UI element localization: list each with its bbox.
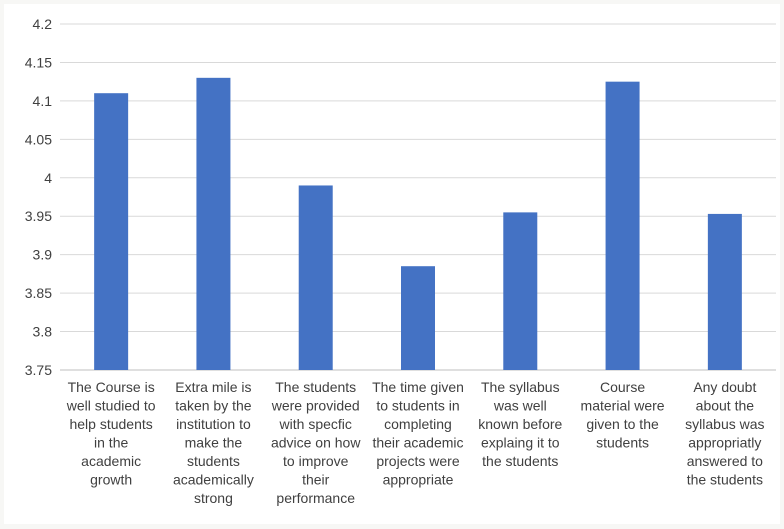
y-tick-label: 3.75 — [25, 362, 52, 378]
x-category-label-line: Course — [600, 379, 645, 395]
y-tick-label: 3.95 — [25, 208, 52, 224]
y-tick-label: 4.2 — [33, 16, 53, 32]
x-category-label-line: were provided — [271, 398, 360, 414]
x-category-label-line: Any doubt — [693, 379, 756, 395]
bar-chart: 3.75 3.8 3.85 3.9 3.95 4 4.05 4.1 4.15 4.2 The Co… — [4, 4, 780, 524]
x-category-label-line: The syllabus — [481, 379, 560, 395]
x-category-label-line: The Course is — [68, 379, 155, 395]
x-category-label-line: known before — [478, 416, 562, 432]
y-tick-label: 4.15 — [25, 54, 52, 70]
x-category-label-line: about the — [696, 398, 755, 414]
bar — [196, 78, 230, 370]
x-axis-category-labels: The Course is well studied to help student… — [66, 379, 765, 506]
x-category-label-line: academic — [81, 453, 141, 469]
x-category-label-line: answered to — [687, 453, 763, 469]
x-category-label-line: growth — [90, 472, 132, 488]
y-tick-label: 3.85 — [25, 285, 52, 301]
x-category-label: The Course is well studied to help student… — [66, 379, 156, 488]
bar — [503, 212, 537, 370]
y-axis-tick-labels: 3.75 3.8 3.85 3.9 3.95 4 4.05 4.1 4.15 4.2 — [25, 16, 52, 378]
x-category-label-line: to students in — [376, 398, 459, 414]
x-category-label-line: students — [596, 435, 649, 451]
x-category-label-line: was well — [493, 398, 547, 414]
bar — [94, 93, 128, 370]
y-tick-label: 3.9 — [33, 247, 53, 263]
x-category-label-line: taken by the — [175, 398, 251, 414]
x-category-label-line: the students — [482, 453, 558, 469]
y-tick-label: 3.8 — [33, 324, 53, 340]
x-category-label-line: appropriatly — [688, 435, 761, 451]
x-category-label-line: institution to — [176, 416, 251, 432]
x-category-label-line: The students — [275, 379, 356, 395]
x-category-label-line: in the — [94, 435, 128, 451]
bar — [606, 82, 640, 370]
bar — [708, 214, 742, 370]
y-tick-label: 4 — [44, 170, 52, 186]
x-category-label-line: advice on how — [271, 435, 361, 451]
x-category-label-line: Extra mile is — [175, 379, 251, 395]
x-category-label-line: performance — [276, 490, 355, 506]
x-category-label: Any doubt about the syllabus was appropriat… — [685, 379, 764, 488]
bar — [299, 185, 333, 370]
x-category-label: The syllabus was well known before explaing… — [478, 379, 562, 469]
x-category-label-line: make the — [185, 435, 243, 451]
x-category-label: The time given to students in completing th… — [372, 379, 464, 488]
y-tick-label: 4.1 — [33, 93, 53, 109]
x-category-label: The students were provided with specfic adv… — [271, 379, 362, 506]
chart-container: 3.75 3.8 3.85 3.9 3.95 4 4.05 4.1 4.15 4.2 The Co… — [4, 4, 780, 524]
x-category-label-line: appropriate — [383, 472, 454, 488]
x-category-label-line: academically — [173, 472, 254, 488]
x-category-label-line: well studied to — [66, 398, 156, 414]
x-category-label-line: syllabus was — [685, 416, 764, 432]
x-category-label: Extra mile is taken by the institution to m… — [173, 379, 254, 506]
x-category-label-line: with specfic — [279, 416, 352, 432]
x-category-label-line: strong — [194, 490, 233, 506]
x-category-label-line: students — [187, 453, 240, 469]
x-category-label-line: their — [302, 472, 330, 488]
x-category-label-line: explaing it to — [481, 435, 560, 451]
x-category-label-line: material were — [581, 398, 665, 414]
bar — [401, 266, 435, 370]
x-category-label-line: to improve — [283, 453, 349, 469]
x-category-label-line: their academic — [372, 435, 463, 451]
x-category-label-line: completing — [384, 416, 452, 432]
x-category-label-line: given to the — [586, 416, 659, 432]
x-category-label-line: help students — [69, 416, 152, 432]
x-category-label-line: The time given — [372, 379, 464, 395]
bars — [94, 78, 742, 370]
y-tick-label: 4.05 — [25, 131, 52, 147]
x-category-label: Course material were given to the students — [581, 379, 665, 451]
x-category-label-line: projects were — [376, 453, 459, 469]
x-category-label-line: the students — [687, 472, 763, 488]
